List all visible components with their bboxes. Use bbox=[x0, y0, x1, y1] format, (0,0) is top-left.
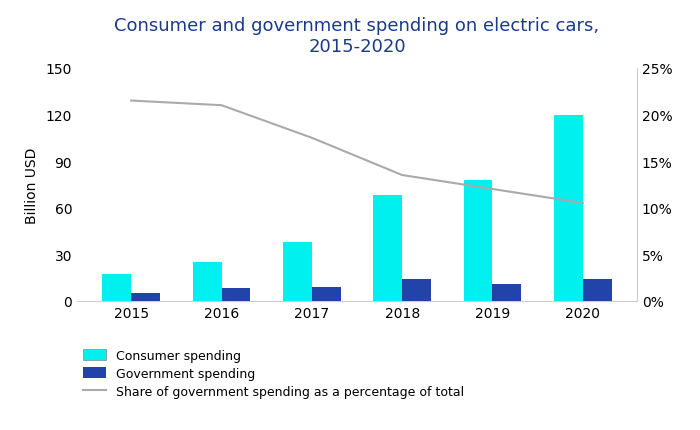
Bar bbox=[312, 287, 341, 301]
Bar bbox=[583, 280, 612, 301]
Title: Consumer and government spending on electric cars,
2015-2020: Consumer and government spending on elec… bbox=[114, 18, 600, 56]
Y-axis label: Billion USD: Billion USD bbox=[25, 147, 38, 223]
Bar bbox=[463, 180, 493, 301]
Share of government spending as a percentage of total bbox=[127, 99, 135, 104]
Share of government spending as a percentage of total bbox=[398, 173, 407, 178]
Bar bbox=[283, 242, 312, 301]
Bar bbox=[373, 196, 402, 301]
Share of government spending as a percentage of total bbox=[307, 136, 316, 141]
Share of government spending as a percentage of total bbox=[579, 201, 587, 206]
Legend: Consumer spending, Government spending, Share of government spending as a percen: Consumer spending, Government spending, … bbox=[83, 349, 464, 398]
Line: Share of government spending as a percentage of total: Share of government spending as a percen… bbox=[131, 101, 583, 203]
Bar bbox=[221, 289, 251, 301]
Share of government spending as a percentage of total bbox=[489, 187, 497, 192]
Bar bbox=[193, 262, 221, 301]
Bar bbox=[493, 284, 522, 301]
Bar bbox=[402, 280, 431, 301]
Bar bbox=[102, 275, 131, 301]
Bar bbox=[131, 293, 160, 301]
Share of government spending as a percentage of total bbox=[217, 103, 225, 108]
Bar bbox=[554, 115, 583, 301]
